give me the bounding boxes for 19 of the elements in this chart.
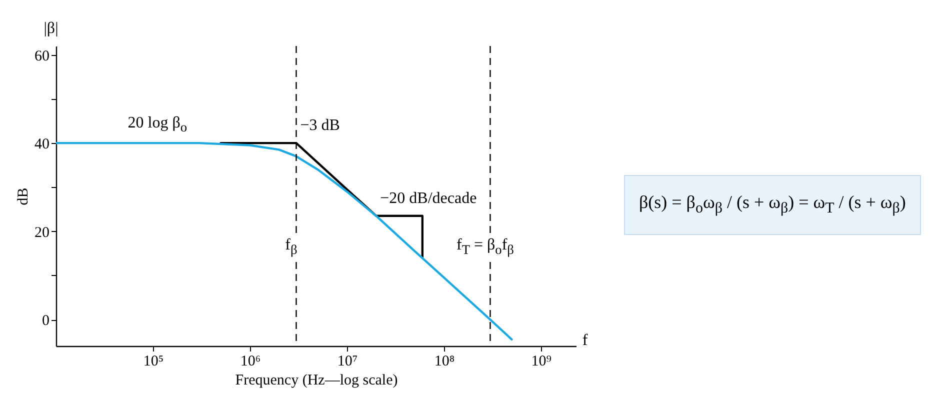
annotation: −20 dB/decade: [380, 190, 477, 207]
x-tick-label: 10⁷: [337, 354, 358, 370]
x-tick-label: 10⁶: [240, 354, 261, 370]
ref-line-label: f$_{β}$: [283, 235, 300, 258]
y-tick-label: 0: [42, 313, 50, 330]
annotation: 20 log β$_{o}$: [128, 114, 188, 135]
y-tick-label: 60: [34, 48, 50, 64]
annotation: −3 dB: [300, 117, 340, 134]
x-tick-label: 10⁵: [143, 354, 164, 370]
text: |β|: [44, 20, 58, 37]
ref-line-label: f$_{T}$ = β$_{o}$f$_{β}$: [454, 235, 516, 258]
x-tick-label: 10⁸: [434, 354, 455, 370]
y-tick-label: 20: [34, 224, 50, 241]
text: f: [582, 332, 588, 349]
y-tick-label: 40: [34, 136, 50, 153]
x-axis-title: Frequency (Hz—log scale): [235, 372, 398, 388]
x-tick-label: 10⁹: [531, 354, 552, 370]
y-axis-title: dB: [16, 188, 32, 206]
text: β(s) = β$_{o}$ω$_{β}$ / (s + ω$_{β}$) = ω$_{T}$ / (s + ω$_{β}$): [639, 192, 906, 217]
